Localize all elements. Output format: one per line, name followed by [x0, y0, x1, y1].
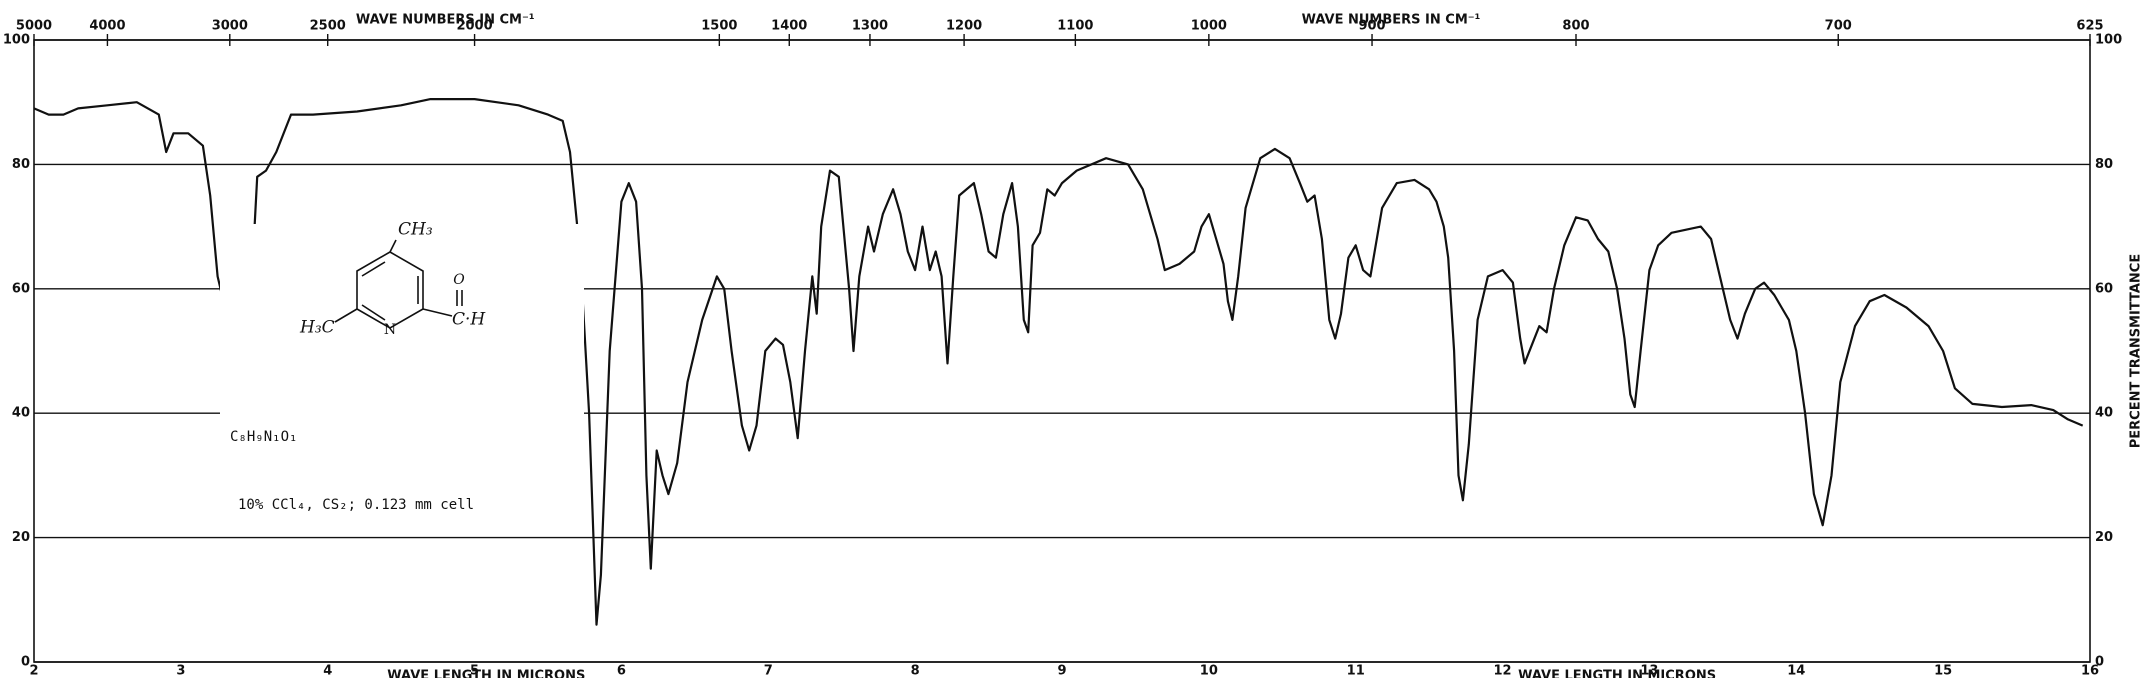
y-axis-label: PERCENT TRANSMITTANCE — [2129, 254, 2144, 448]
x-tick-label: 4 — [323, 664, 332, 678]
x2-tick-label: 2500 — [310, 19, 346, 34]
x-tick-label: 16 — [2081, 664, 2099, 678]
x-tick-label: 15 — [1934, 664, 1952, 678]
x2-tick-label: 800 — [1562, 19, 1589, 34]
x-axis-label: WAVE LENGTH IN MICRONS — [387, 669, 585, 678]
sample-note: 10% CCl₄, CS₂; 0.123 mm cell — [238, 497, 474, 513]
y-tick-label: 60 — [12, 281, 30, 296]
x2-tick-label: 4000 — [89, 19, 125, 34]
y-tick-label: 40 — [12, 406, 30, 421]
structure-label: O — [453, 272, 465, 288]
x-tick-label: 6 — [617, 664, 626, 678]
annotation-background — [220, 224, 584, 516]
y2-tick-label: 40 — [2095, 406, 2113, 421]
annotation-box: CH₃ H₃C N O C·H C₈H₉N₁O₁ 10% CCl₄, CS₂; … — [220, 220, 584, 516]
formula: C₈H₉N₁O₁ — [230, 429, 297, 445]
y-tick-label: 20 — [12, 530, 30, 545]
y-tick-label: 100 — [3, 33, 30, 48]
x-tick-label: 3 — [176, 664, 185, 678]
plot-frame — [33, 39, 2091, 663]
y2-tick-label: 20 — [2095, 530, 2113, 545]
y2-tick-label: 80 — [2095, 157, 2113, 172]
y2-tick-label: 60 — [2095, 281, 2113, 296]
x2-tick-label: 1500 — [701, 19, 737, 34]
x-axis-label: WAVE LENGTH IN MICRONS — [1518, 669, 1716, 678]
x2-tick-label: 1100 — [1057, 19, 1093, 34]
x2-tick-label: 1200 — [946, 19, 982, 34]
structure-label: H₃C — [299, 318, 335, 338]
y2-tick-label: 100 — [2095, 33, 2122, 48]
x2-tick-label: 1300 — [852, 19, 888, 34]
x2-tick-label: 900 — [1358, 19, 1385, 34]
x2-axis-label: WAVE NUMBERS IN CM⁻¹ — [356, 13, 535, 28]
x-tick-label: 12 — [1494, 664, 1512, 678]
x2-tick-label: 1400 — [771, 19, 807, 34]
x2-tick-label: 2000 — [456, 19, 492, 34]
structure-label: C·H — [452, 310, 486, 330]
x2-tick-label: 5000 — [16, 19, 52, 34]
structure-bonds — [334, 239, 463, 329]
x2-tick-label: 1000 — [1191, 19, 1227, 34]
x-tick-label: 9 — [1057, 664, 1066, 678]
x-tick-label: 8 — [911, 664, 920, 678]
x-tick-label: 13 — [1640, 664, 1658, 678]
y2-tick-label: 0 — [2095, 655, 2104, 670]
structure-label: CH₃ — [398, 220, 433, 240]
x-tick-label: 5 — [470, 664, 479, 678]
x2-axis-label: WAVE NUMBERS IN CM⁻¹ — [1302, 13, 1481, 28]
x-tick-label: 11 — [1347, 664, 1365, 678]
x-tick-label: 2 — [29, 664, 38, 678]
x-tick-label: 14 — [1787, 664, 1805, 678]
x2-tick-label: 625 — [2076, 19, 2103, 34]
x-tick-label: 10 — [1200, 664, 1218, 678]
y-tick-label: 80 — [12, 157, 30, 172]
x2-tick-label: 700 — [1825, 19, 1852, 34]
y-tick-label: 0 — [21, 655, 30, 670]
structure-label: N — [384, 322, 396, 338]
x-tick-label: 7 — [764, 664, 773, 678]
x2-tick-label: 3000 — [212, 19, 248, 34]
